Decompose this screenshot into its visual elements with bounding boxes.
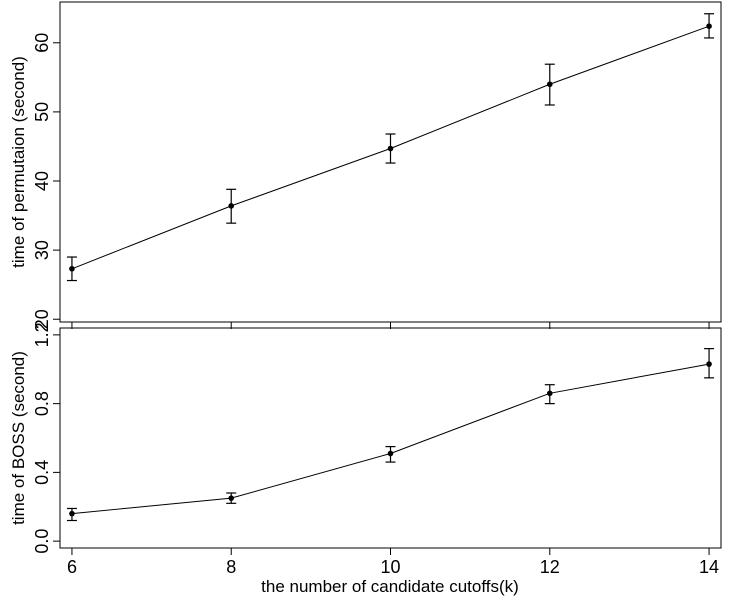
boss-x-tick-label: 10: [380, 557, 400, 577]
permutation-y-tick-label: 40: [32, 171, 52, 191]
boss-y-tick-label: 0.4: [32, 460, 52, 485]
x-axis-label: the number of candidate cutoffs(k): [261, 577, 519, 596]
boss-x-tick-label: 6: [67, 557, 77, 577]
boss-y-tick-label: 0.8: [32, 391, 52, 416]
permutation-data-point: [546, 81, 553, 88]
boss-data-point: [387, 450, 394, 457]
permutation-data-point: [387, 145, 394, 152]
boss-x-tick-label: 8: [226, 557, 236, 577]
boss-y-tick-label: 1.2: [32, 322, 52, 347]
permutation-y-tick-label: 20: [32, 309, 52, 329]
panel-boss-time: 0.0 0.4 0.8 1.2 6 8 10 12 14 time of BOSS (second…: [9, 322, 722, 577]
boss-series-line: [71, 363, 710, 515]
permutation-data-point: [706, 23, 712, 29]
permutation-y-tick-label: 30: [32, 240, 52, 260]
boss-x-tick-label: 12: [540, 557, 560, 577]
boss-data-point: [706, 361, 712, 367]
boss-x-tick-label: 14: [699, 557, 719, 577]
boss-plot-frame: [59, 327, 722, 549]
permutation-y-tick-label: 60: [32, 33, 52, 53]
permutation-data-point: [69, 265, 75, 272]
permutation-y-axis-label: time of permutaion (second): [9, 56, 28, 268]
boss-data-point: [69, 510, 75, 517]
permutation-y-tick-label: 50: [32, 102, 52, 122]
boss-data-point: [546, 390, 553, 397]
boss-y-axis-label: time of BOSS (second): [9, 351, 28, 525]
permutation-data-point: [228, 203, 235, 209]
boss-data-point: [228, 495, 235, 501]
boss-y-tick-label: 0.0: [32, 529, 52, 554]
